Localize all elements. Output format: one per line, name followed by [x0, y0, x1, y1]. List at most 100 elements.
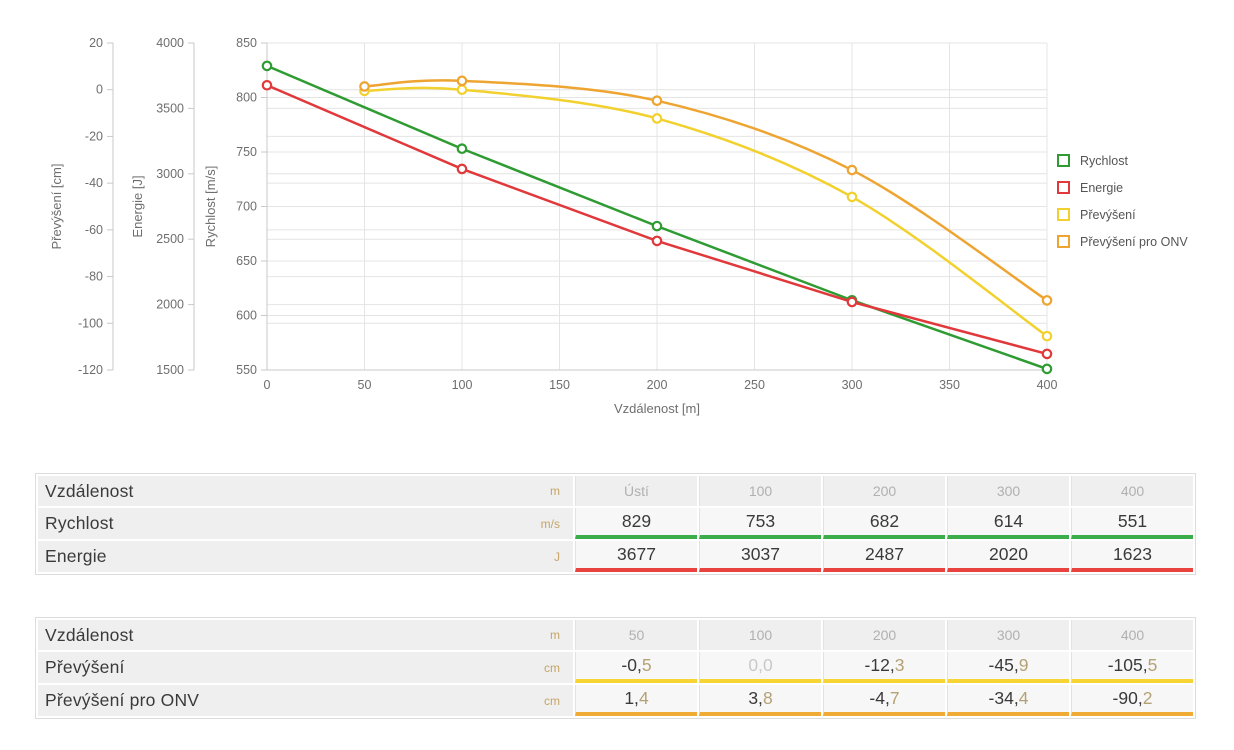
legend-swatch-prevyseni-onv — [1057, 235, 1070, 248]
legend-label: Převýšení — [1080, 207, 1136, 222]
data-point-prevyseni[interactable] — [651, 113, 663, 124]
svg-text:20: 20 — [89, 36, 103, 50]
data-point-rychlost[interactable] — [456, 143, 468, 155]
svg-text:-20: -20 — [85, 129, 103, 143]
value-cell: -4,7 — [823, 685, 945, 716]
data-point-energie[interactable] — [846, 296, 858, 308]
value-cell: -12,3 — [823, 652, 945, 683]
value-cell: 3677 — [575, 541, 697, 572]
data-point-rychlost[interactable] — [651, 220, 663, 232]
value-cell: 829 — [575, 508, 697, 539]
svg-text:1500: 1500 — [156, 363, 184, 377]
svg-text:-40: -40 — [85, 176, 103, 190]
row-unit: cm — [544, 660, 560, 675]
svg-text:850: 850 — [236, 36, 257, 50]
value-cell: -34,4 — [947, 685, 1069, 716]
row-label-cell: Energie J — [38, 541, 573, 572]
svg-text:3000: 3000 — [156, 167, 184, 181]
data-point-rychlost[interactable] — [261, 60, 273, 72]
row-unit: m — [550, 484, 560, 498]
data-point-energie[interactable] — [456, 163, 468, 175]
svg-text:200: 200 — [647, 378, 668, 392]
table-row-prevyseni-onv: Převýšení pro ONV cm 1,4 3,8 -4,7 -34,4 … — [38, 685, 1193, 716]
data-point-prevyseni-onv[interactable] — [651, 95, 663, 106]
table-row-prevyseni: Převýšení cm -0,5 0,0 -12,3 -45,9 -105,5 — [38, 652, 1193, 683]
legend-label: Energie — [1080, 180, 1124, 195]
svg-text:100: 100 — [452, 378, 473, 392]
table-header-row: Vzdálenost m 50 100 200 300 400 — [38, 620, 1193, 650]
svg-text:250: 250 — [744, 378, 765, 392]
series-rychlost — [261, 60, 1053, 375]
svg-text:600: 600 — [236, 309, 257, 323]
value-cell: 551 — [1071, 508, 1193, 539]
column-header: 300 — [947, 620, 1069, 650]
svg-text:0: 0 — [264, 378, 271, 392]
row-label: Převýšení pro ONV — [45, 690, 200, 710]
row-label-cell: Vzdálenost m — [38, 476, 573, 506]
svg-text:-60: -60 — [85, 223, 103, 237]
svg-text:150: 150 — [549, 378, 570, 392]
data-point-prevyseni[interactable] — [1041, 330, 1053, 342]
value-cell: 682 — [823, 508, 945, 539]
row-unit: J — [554, 549, 560, 564]
value-cell: 1623 — [1071, 541, 1193, 572]
data-point-prevyseni-onv[interactable] — [846, 164, 858, 176]
row-label: Převýšení — [45, 657, 125, 677]
value-cell: -105,5 — [1071, 652, 1193, 683]
series-energie — [261, 79, 1053, 360]
svg-text:800: 800 — [236, 91, 257, 105]
data-point-rychlost[interactable] — [1041, 363, 1053, 375]
value-cell: -45,9 — [947, 652, 1069, 683]
value-cell: 1,4 — [575, 685, 697, 716]
legend-item-prevyseni[interactable]: Převýšení — [1057, 206, 1188, 223]
row-label-cell: Převýšení cm — [38, 652, 573, 683]
svg-text:0: 0 — [96, 83, 103, 97]
row-unit: m — [550, 628, 560, 642]
velocity-energy-table: Vzdálenost m Ústí 100 200 300 400 Rychlo… — [35, 473, 1196, 575]
data-point-energie[interactable] — [651, 235, 663, 247]
gridlines — [266, 42, 1048, 371]
value-cell: 2020 — [947, 541, 1069, 572]
data-point-energie[interactable] — [1041, 348, 1053, 360]
ballistics-chart: 0 50 100 150 200 250 300 350 400 Vzdálenost [m] 20… — [49, 36, 1188, 416]
legend-item-prevyseni-onv[interactable]: Převýšení pro ONV — [1057, 233, 1188, 250]
data-point-prevyseni-onv[interactable] — [359, 81, 370, 92]
svg-text:350: 350 — [939, 378, 960, 392]
svg-text:-120: -120 — [78, 363, 103, 377]
legend-label: Převýšení pro ONV — [1080, 234, 1188, 249]
data-point-prevyseni[interactable] — [846, 191, 858, 203]
legend-item-rychlost[interactable]: Rychlost — [1057, 152, 1188, 169]
data-point-prevyseni-onv[interactable] — [1041, 295, 1053, 306]
legend-label: Rychlost — [1080, 153, 1128, 168]
row-unit: m/s — [540, 516, 560, 531]
data-point-energie[interactable] — [261, 79, 273, 91]
x-axis-title: Vzdálenost [m] — [614, 401, 700, 416]
value-cell: 2487 — [823, 541, 945, 572]
data-point-prevyseni-onv[interactable] — [456, 75, 468, 87]
legend-swatch-prevyseni — [1057, 208, 1070, 221]
table-row-energie: Energie J 3677 3037 2487 2020 1623 — [38, 541, 1193, 572]
legend-item-energie[interactable]: Energie — [1057, 179, 1188, 196]
row-label: Energie — [45, 546, 107, 566]
row-label: Rychlost — [45, 513, 114, 533]
svg-text:650: 650 — [236, 254, 257, 268]
svg-text:50: 50 — [358, 378, 372, 392]
value-cell: 614 — [947, 508, 1069, 539]
svg-text:3500: 3500 — [156, 101, 184, 115]
column-header: 50 — [575, 620, 697, 650]
column-header: 200 — [823, 620, 945, 650]
legend-swatch-rychlost — [1057, 154, 1070, 167]
svg-text:2500: 2500 — [156, 232, 184, 246]
value-cell: 0,0 — [699, 652, 821, 683]
data-point-prevyseni[interactable] — [456, 84, 468, 96]
y-axis-title-rychlost: Rychlost [m/s] — [203, 166, 218, 248]
table-row-rychlost: Rychlost m/s 829 753 682 614 551 — [38, 508, 1193, 539]
value-cell: -90,2 — [1071, 685, 1193, 716]
y-axis-energie: 4000 3500 3000 2500 2000 1500 Energie [J] — [130, 36, 195, 377]
column-header: 100 — [699, 620, 821, 650]
value-cell: 3037 — [699, 541, 821, 572]
svg-text:-80: -80 — [85, 270, 103, 284]
legend-swatch-energie — [1057, 181, 1070, 194]
